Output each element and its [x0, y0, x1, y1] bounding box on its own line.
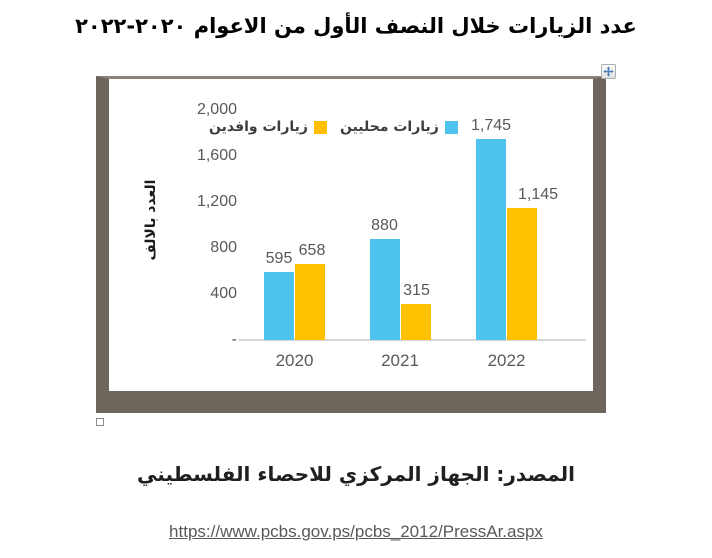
y-tick-2000: 2,000 [196, 101, 237, 118]
bar-inbound-2021 [400, 304, 431, 340]
bar-domestic-2020 [264, 272, 294, 340]
move-arrows-glyph [603, 66, 614, 77]
x-axis-line [239, 339, 586, 341]
bar-label-domestic-2022: 1,745 [470, 117, 512, 134]
page-title: عدد الزيارات خلال النصف الأول من الاعوام… [75, 14, 637, 38]
y-tick-1600: 1,600 [196, 147, 237, 164]
y-tick-0: - [231, 331, 237, 348]
bar-domestic-2021 [369, 239, 400, 340]
y-tick-400: 400 [210, 285, 237, 302]
legend-swatch-domestic [444, 120, 458, 134]
resize-handle-icon[interactable] [96, 418, 104, 426]
chart-area: زيارات وافدين زيارات محليين 2,000 1,600 1,2… [109, 79, 593, 391]
embedded-chart-object[interactable]: زيارات وافدين زيارات محليين 2,000 1,600 1,2… [96, 76, 606, 413]
bar-inbound-2020 [295, 264, 325, 340]
legend-label: زيارات محليين [339, 119, 439, 135]
legend-item-inbound-visits: زيارات وافدين [209, 119, 327, 135]
bar-label-domestic-2021: 880 [371, 217, 398, 234]
y-tick-1200: 1,200 [196, 193, 237, 210]
source-caption: المصدر: الجهاز المركزي للاحصاء الفلسطيني [137, 462, 575, 486]
bar-label-inbound-2020: 658 [298, 242, 326, 259]
legend-item-domestic-visits: زيارات محليين [340, 119, 458, 135]
bar-label-domestic-2020: 595 [265, 250, 293, 267]
x-label-2022: 2022 [487, 351, 526, 370]
y-tick-800: 800 [210, 239, 237, 256]
move-icon[interactable] [601, 64, 616, 79]
bar-label-inbound-2021: 315 [403, 282, 430, 299]
chart-legend: زيارات وافدين زيارات محليين [209, 119, 458, 135]
legend-label: زيارات وافدين [209, 119, 308, 135]
y-axis-title: العدد بالالف [143, 179, 159, 261]
x-label-2020: 2020 [275, 351, 314, 370]
x-label-2021: 2021 [381, 351, 419, 370]
legend-swatch-inbound [313, 120, 327, 134]
source-link[interactable]: https://www.pcbs.gov.ps/pcbs_2012/PressA… [169, 522, 543, 541]
bar-domestic-2022 [476, 139, 506, 340]
bar-label-inbound-2022: 1,145 [517, 186, 559, 203]
bar-inbound-2022 [507, 208, 537, 340]
